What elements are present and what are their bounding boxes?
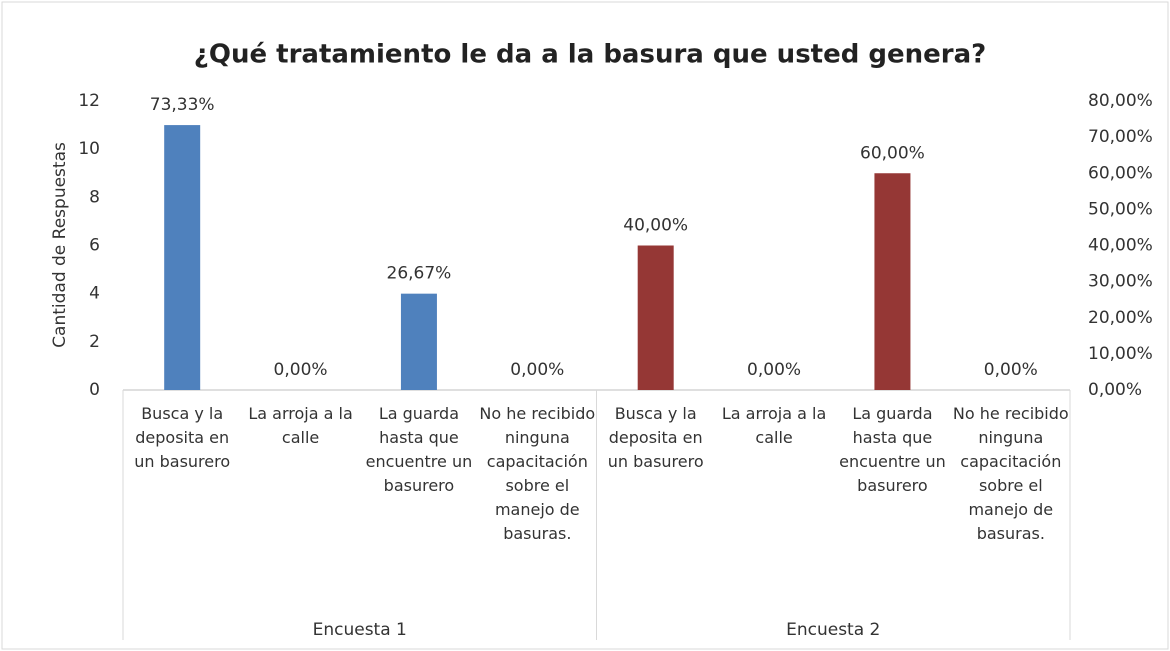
group-label: Encuesta 1 (313, 620, 407, 640)
data-label: 0,00% (510, 360, 564, 380)
data-label: 0,00% (747, 360, 801, 380)
bar (400, 293, 437, 390)
data-label: 60,00% (860, 143, 925, 163)
y2-tick-label: 80,00% (1088, 91, 1153, 111)
y2-tick-label: 50,00% (1088, 199, 1153, 219)
chart-title: ¿Qué tratamiento le da a la basura que u… (194, 40, 986, 70)
y2-tick-label: 10,00% (1088, 344, 1153, 364)
x-tick-label: Busca y la deposita en un basurero (134, 404, 231, 471)
x-tick-label: No he recibido ninguna capacitación sobr… (479, 404, 596, 543)
y2-tick-label: 0,00% (1088, 380, 1142, 400)
x-tick-label: No he recibido ninguna capacitación sobr… (952, 404, 1069, 543)
x-tick-label: La arroja a la calle (248, 404, 353, 447)
x-tick-label: Busca y la deposita en un basurero (607, 404, 704, 471)
y2-tick-label: 40,00% (1088, 236, 1153, 256)
x-tick-label: La arroja a la calle (721, 404, 827, 447)
bar (164, 125, 201, 390)
y-tick-label: 6 (89, 236, 100, 256)
data-label: 26,67% (387, 264, 452, 284)
bar (874, 173, 911, 390)
y-tick-label: 2 (89, 332, 100, 352)
y-axis-label: Cantidad de Respuestas (50, 142, 70, 348)
x-tick-label: La guarda hasta que encuentre un basurer… (839, 404, 946, 495)
data-label: 73,33% (150, 95, 215, 115)
y-tick-label: 10 (78, 139, 100, 159)
y2-tick-label: 60,00% (1088, 163, 1153, 183)
y2-tick-label: 20,00% (1088, 308, 1153, 328)
group-label: Encuesta 2 (786, 620, 880, 640)
y-tick-label: 8 (89, 187, 100, 207)
data-label: 0,00% (274, 360, 328, 380)
y-tick-label: 12 (78, 91, 100, 111)
data-label: 40,00% (623, 216, 688, 236)
y-tick-label: 0 (89, 380, 100, 400)
data-label: 0,00% (984, 360, 1038, 380)
bar (637, 245, 674, 390)
y2-tick-label: 30,00% (1088, 272, 1153, 292)
x-tick-label: La guarda hasta que encuentre un basurer… (365, 404, 473, 495)
y-tick-label: 4 (89, 284, 100, 304)
y2-tick-label: 70,00% (1088, 127, 1153, 147)
